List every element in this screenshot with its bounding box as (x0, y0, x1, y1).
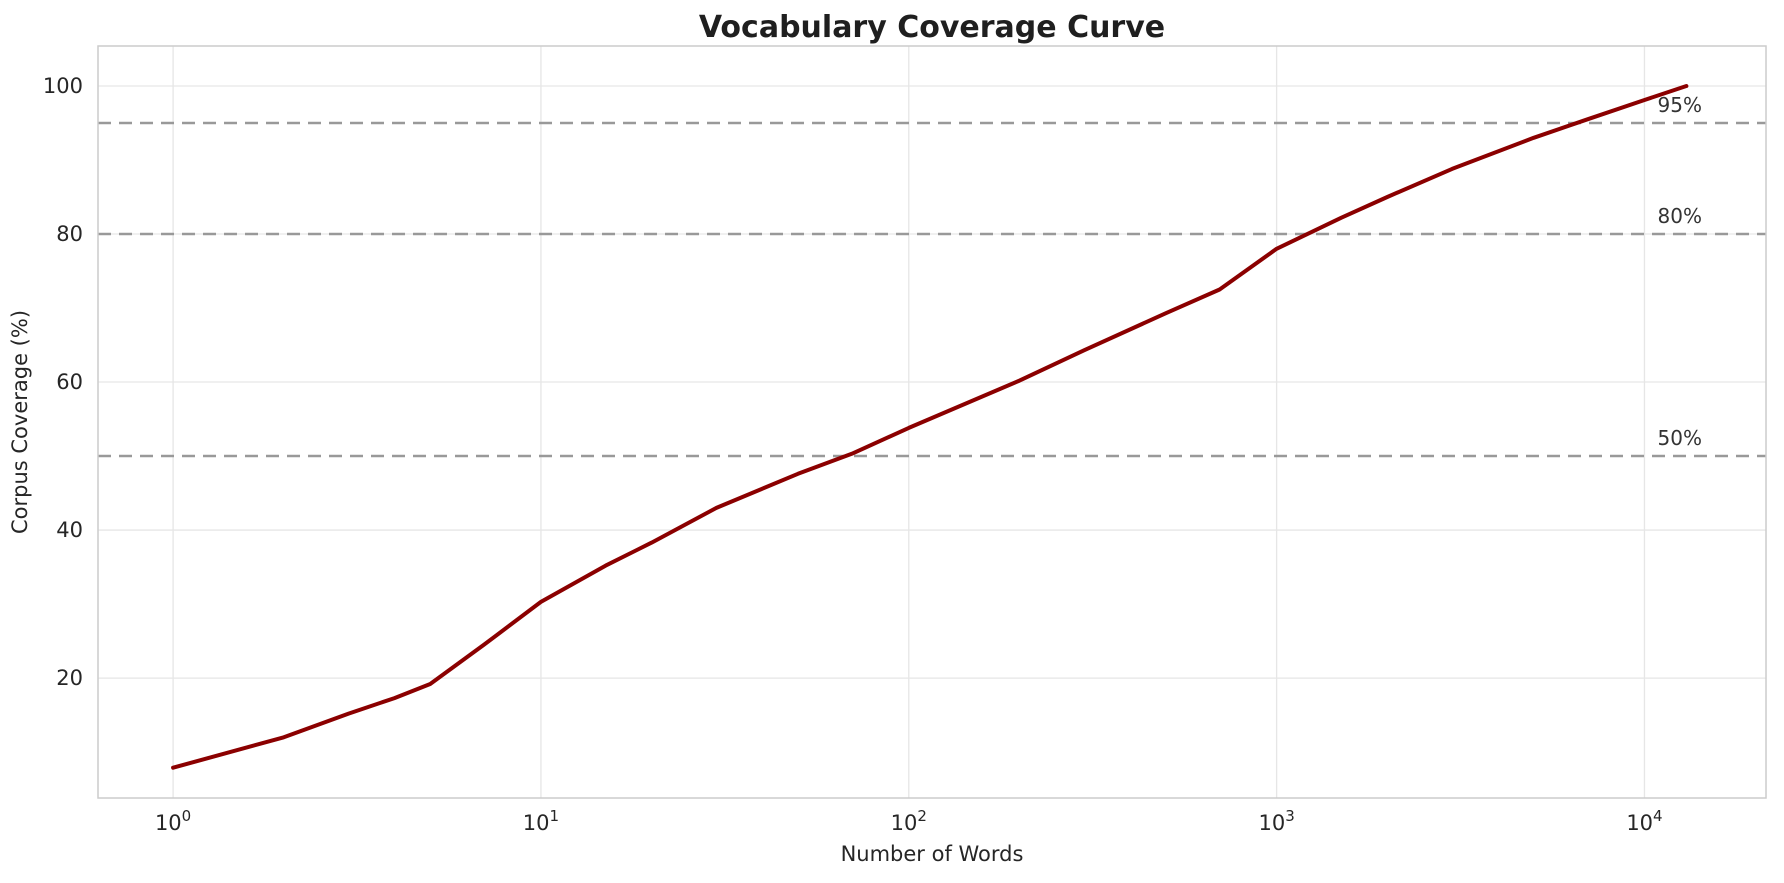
chart-title: Vocabulary Coverage Curve (699, 10, 1165, 45)
x-axis-label: Number of Words (841, 842, 1024, 866)
y-axis-label: Corpus Coverage (%) (8, 310, 32, 534)
x-tick-label: 104 (1626, 807, 1662, 835)
coverage-curve (171, 84, 1689, 770)
threshold-label-layer: 50% 80% 95% (1658, 93, 1702, 450)
x-tick-label: 101 (523, 807, 559, 835)
y-tick-label: 40 (56, 518, 83, 542)
x-tick-label: 100 (155, 807, 191, 835)
y-tick-label: 60 (56, 370, 83, 394)
threshold-label: 80% (1658, 204, 1702, 228)
threshold-label: 95% (1658, 93, 1702, 117)
y-tick-label: 80 (56, 222, 83, 246)
threshold-layer (98, 121, 1766, 458)
curve-layer (171, 84, 1689, 770)
plot-border (97, 45, 1767, 799)
y-tick-label: 100 (43, 74, 83, 98)
tick-layer: 20 40 60 80 100 100 101 102 103 104 (43, 74, 1663, 835)
x-tick-label: 103 (1258, 807, 1294, 835)
threshold-label: 50% (1658, 426, 1702, 450)
x-tick-label: 102 (891, 807, 927, 835)
y-tick-label: 20 (56, 666, 83, 690)
